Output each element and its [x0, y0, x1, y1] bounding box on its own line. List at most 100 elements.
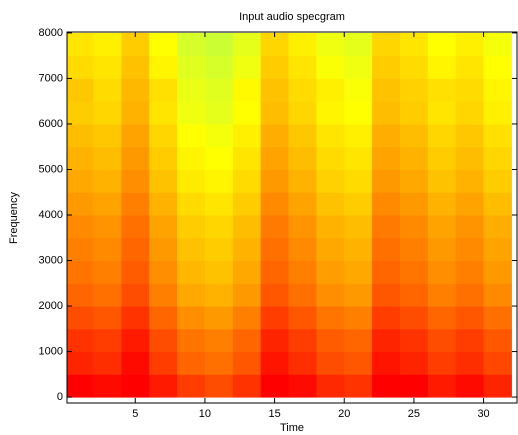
heatmap-cell: [260, 101, 290, 125]
heatmap-cell: [288, 351, 317, 375]
heatmap-cell: [93, 214, 122, 239]
x-tick-label: 5: [132, 408, 138, 420]
heatmap-cell: [121, 192, 150, 216]
heatmap-cell: [316, 283, 345, 307]
heatmap-cell: [427, 55, 457, 79]
heatmap-cell: [316, 351, 345, 375]
heatmap-cell: [399, 32, 429, 57]
heatmap-cell: [427, 214, 457, 239]
heatmap-cell: [260, 283, 290, 307]
heatmap-cell: [455, 283, 485, 307]
x-tick-label: 15: [268, 408, 280, 420]
heatmap-cell: [177, 192, 206, 216]
heatmap-cell: [232, 146, 262, 170]
heatmap-cell: [399, 351, 429, 375]
heatmap-cell: [344, 306, 373, 330]
heatmap-cell: [93, 374, 122, 398]
heatmap-cell: [149, 192, 178, 216]
heatmap-cell: [455, 306, 485, 330]
heatmap-cell: [455, 78, 485, 102]
heatmap-cell: [399, 306, 429, 330]
heatmap-cell: [232, 237, 262, 262]
heatmap-cell: [427, 169, 457, 193]
heatmap-cell: [372, 283, 401, 307]
heatmap-cell: [455, 101, 485, 125]
heatmap-cell: [93, 260, 122, 284]
heatmap-cell: [483, 214, 512, 239]
heatmap-cell: [232, 328, 262, 353]
heatmap-cell: [121, 101, 150, 125]
heatmap-cell: [67, 101, 94, 125]
heatmap-cell: [372, 32, 401, 57]
heatmap-cell: [232, 192, 262, 216]
heatmap-cell: [93, 78, 122, 102]
heatmap: [67, 32, 512, 398]
heatmap-cell: [399, 283, 429, 307]
heatmap-cell: [177, 237, 206, 262]
heatmap-cell: [149, 374, 178, 398]
heatmap-cell: [149, 32, 178, 57]
heatmap-cell: [260, 351, 290, 375]
y-tick-label: 0: [57, 391, 63, 403]
heatmap-cell: [399, 214, 429, 239]
heatmap-cell: [344, 351, 373, 375]
heatmap-cell: [232, 101, 262, 125]
heatmap-cell: [316, 101, 345, 125]
heatmap-cell: [399, 260, 429, 284]
heatmap-cell: [177, 328, 206, 353]
heatmap-cell: [455, 55, 485, 79]
heatmap-cell: [149, 146, 178, 170]
heatmap-cell: [232, 374, 262, 398]
heatmap-cell: [288, 78, 317, 102]
heatmap-cell: [455, 32, 485, 57]
heatmap-cell: [204, 78, 234, 102]
heatmap-cell: [483, 146, 512, 170]
heatmap-cell: [427, 237, 457, 262]
heatmap-cell: [483, 283, 512, 307]
heatmap-cell: [121, 237, 150, 262]
heatmap-cell: [93, 192, 122, 216]
heatmap-cell: [67, 351, 94, 375]
heatmap-cell: [260, 328, 290, 353]
heatmap-cell: [288, 374, 317, 398]
heatmap-cell: [288, 328, 317, 353]
heatmap-cell: [483, 101, 512, 125]
heatmap-cell: [483, 260, 512, 284]
heatmap-cell: [316, 328, 345, 353]
heatmap-cell: [288, 169, 317, 193]
heatmap-cell: [177, 260, 206, 284]
chart-title: Input audio specgram: [239, 11, 345, 23]
heatmap-cell: [177, 78, 206, 102]
x-axis-label: Time: [280, 422, 304, 434]
heatmap-cell: [149, 260, 178, 284]
heatmap-cell: [288, 55, 317, 79]
heatmap-cell: [372, 374, 401, 398]
heatmap-cell: [344, 192, 373, 216]
heatmap-cell: [232, 306, 262, 330]
heatmap-cell: [204, 146, 234, 170]
heatmap-cell: [204, 32, 234, 57]
heatmap-cell: [455, 146, 485, 170]
heatmap-cell: [316, 214, 345, 239]
heatmap-cell: [455, 192, 485, 216]
heatmap-cell: [67, 55, 94, 79]
heatmap-cell: [149, 237, 178, 262]
heatmap-cell: [455, 237, 485, 262]
heatmap-cell: [149, 283, 178, 307]
heatmap-cell: [399, 101, 429, 125]
heatmap-cell: [344, 260, 373, 284]
heatmap-cell: [93, 351, 122, 375]
heatmap-cell: [67, 32, 94, 57]
heatmap-cell: [399, 55, 429, 79]
heatmap-cell: [260, 260, 290, 284]
heatmap-cell: [483, 123, 512, 148]
heatmap-cell: [288, 123, 317, 148]
heatmap-cell: [232, 55, 262, 79]
heatmap-cell: [483, 169, 512, 193]
heatmap-cell: [455, 328, 485, 353]
heatmap-cell: [372, 146, 401, 170]
heatmap-cell: [455, 374, 485, 398]
heatmap-cell: [316, 78, 345, 102]
heatmap-cell: [260, 123, 290, 148]
heatmap-cell: [93, 237, 122, 262]
